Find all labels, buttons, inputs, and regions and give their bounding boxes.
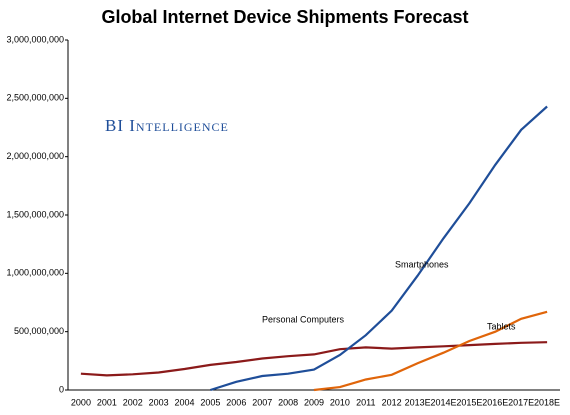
x-tick-label: 2004 <box>175 397 195 407</box>
x-tick-label: 2003 <box>149 397 169 407</box>
x-tick-label: 2011 <box>356 397 375 407</box>
y-tick-label: 3,000,000,000 <box>6 34 64 44</box>
x-tick-label: 2000 <box>71 397 91 407</box>
x-tick-label: 2001 <box>97 397 117 407</box>
x-tick-label: 2002 <box>123 397 143 407</box>
watermark: BI Intelligence <box>105 116 229 135</box>
x-tick-label: 2015E <box>456 397 482 407</box>
y-tick-label: 1,000,000,000 <box>6 268 64 278</box>
x-tick-label: 2007 <box>252 397 272 407</box>
x-tick-label: 2008 <box>278 397 298 407</box>
x-tick-label: 2006 <box>226 397 246 407</box>
x-tick-label: 2018E <box>534 397 560 407</box>
x-tick-label: 2014E <box>430 397 456 407</box>
x-tick-label: 2012 <box>382 397 402 407</box>
series-line <box>80 341 548 377</box>
y-tick-label: 500,000,000 <box>14 326 64 336</box>
series-line <box>313 310 548 392</box>
x-tick-label: 2005 <box>200 397 220 407</box>
series-line <box>210 105 548 392</box>
x-tick-label: 2017E <box>508 397 534 407</box>
series-label: Smartphones <box>395 259 449 269</box>
y-tick-label: 0 <box>59 384 64 394</box>
x-tick-label: 2009 <box>304 397 324 407</box>
chart-title: Global Internet Device Shipments Forecas… <box>101 7 468 27</box>
series-label: Tablets <box>487 321 516 331</box>
x-tick-label: 2016E <box>482 397 508 407</box>
series-label: Personal Computers <box>262 314 345 324</box>
y-tick-label: 2,500,000,000 <box>6 93 64 103</box>
x-tick-label: 2010 <box>330 397 350 407</box>
y-tick-label: 2,000,000,000 <box>6 151 64 161</box>
x-tick-label: 2013E <box>405 397 431 407</box>
y-tick-label: 1,500,000,000 <box>6 209 64 219</box>
